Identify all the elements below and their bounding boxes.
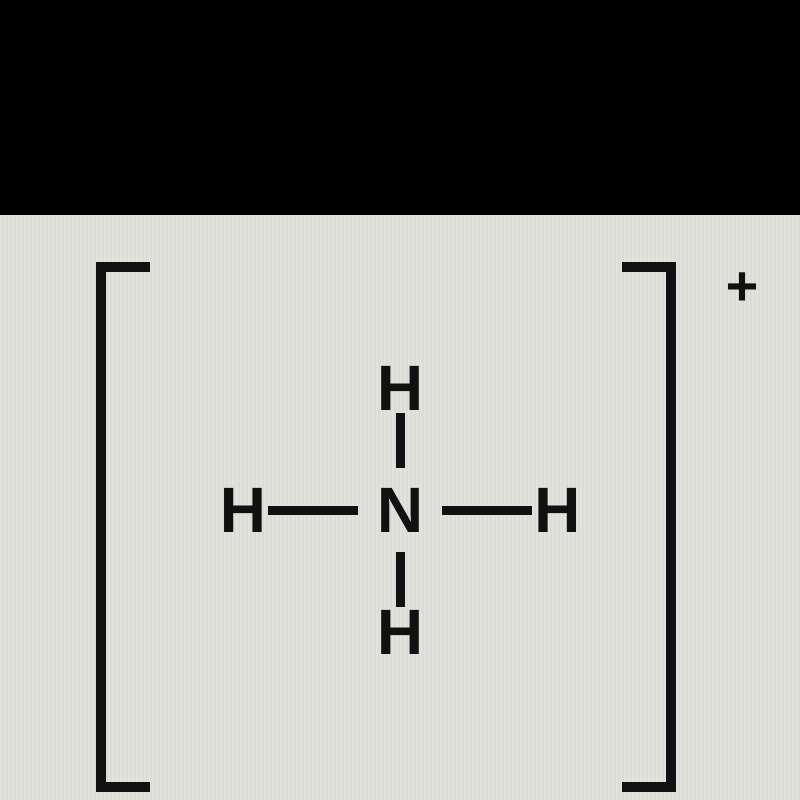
page: N H H H H + <box>0 0 800 800</box>
atom-nitrogen: N <box>377 478 423 542</box>
diagram-panel: N H H H H + <box>0 215 800 800</box>
atom-hydrogen-left: H <box>220 478 266 542</box>
bracket-right <box>622 262 676 792</box>
charge-plus: + <box>726 258 759 314</box>
bracket-left <box>96 262 150 792</box>
bond-left <box>268 506 358 515</box>
atom-hydrogen-right: H <box>534 478 580 542</box>
top-black-band <box>0 0 800 215</box>
bond-right <box>442 506 532 515</box>
atom-hydrogen-top: H <box>377 356 423 420</box>
atom-hydrogen-bottom: H <box>377 600 423 664</box>
